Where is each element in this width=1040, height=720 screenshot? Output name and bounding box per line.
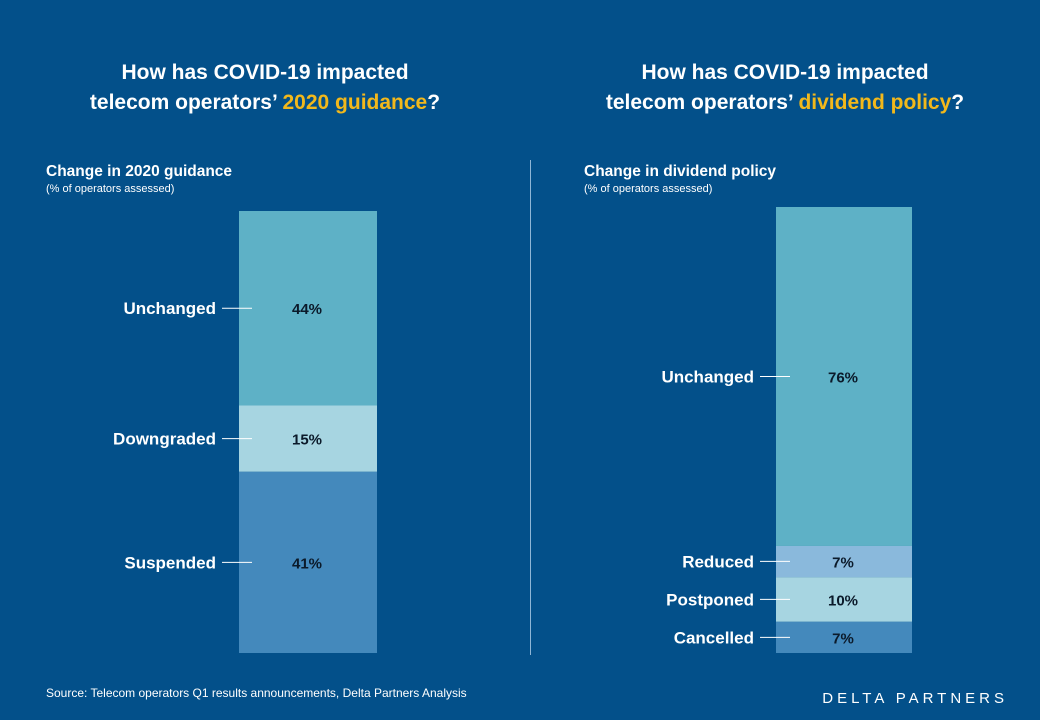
- dividend-bar-segment-reduced: [776, 545, 912, 578]
- dividend-value-label-unchanged: 76%: [828, 369, 858, 386]
- chart-note: (% of operators assessed): [584, 183, 713, 195]
- dividend-value-label-cancelled: 7%: [832, 630, 854, 647]
- guidance-panel: How has COVID-19 impacted telecom operat…: [0, 58, 530, 196]
- dividend-category-label-reduced: Reduced: [682, 552, 754, 571]
- guidance-subtitle-block: Change in 2020 guidance (% of operators …: [46, 162, 232, 196]
- guidance-category-label-downgraded: Downgraded: [113, 430, 216, 449]
- title-line-1: How has COVID-19 impacted: [121, 61, 409, 84]
- title-highlight: dividend policy: [798, 91, 952, 114]
- guidance-bar-segment-suspended: [239, 471, 377, 653]
- guidance-bar-segment-unchanged: [239, 211, 377, 406]
- title-line-2: telecom operators’ dividend policy?: [530, 88, 1040, 118]
- dividend-bar-segment-postponed: [776, 577, 912, 622]
- panel-divider: [530, 160, 531, 655]
- title-line-2: telecom operators’ 2020 guidance?: [0, 88, 530, 118]
- dividend-bar-segment-unchanged: [776, 207, 912, 546]
- delta-partners-logo: DELTA PARTNERS: [822, 690, 1008, 707]
- dividend-category-label-unchanged: Unchanged: [661, 367, 754, 386]
- guidance-panel-title: How has COVID-19 impacted telecom operat…: [0, 58, 530, 118]
- guidance-value-label-suspended: 41%: [292, 555, 322, 572]
- chart-subtitle: Change in dividend policy: [584, 163, 777, 180]
- title-line-2-post: ?: [951, 91, 965, 114]
- dividend-bar-segment-cancelled: [776, 621, 912, 653]
- title-line-1: How has COVID-19 impacted: [641, 61, 929, 84]
- guidance-value-label-downgraded: 15%: [292, 432, 322, 449]
- dividend-subtitle-block: Change in dividend policy (% of operator…: [584, 162, 776, 196]
- dividend-panel-title: How has COVID-19 impacted telecom operat…: [530, 58, 1040, 118]
- title-highlight: 2020 guidance: [282, 91, 428, 114]
- guidance-bar-segment-downgraded: [239, 405, 377, 472]
- source-note: Source: Telecom operators Q1 results ann…: [46, 686, 467, 700]
- dividend-value-label-reduced: 7%: [832, 554, 854, 571]
- dividend-panel: How has COVID-19 impacted telecom operat…: [530, 0, 1040, 720]
- guidance-category-label-unchanged: Unchanged: [123, 299, 216, 318]
- guidance-category-label-suspended: Suspended: [124, 553, 216, 572]
- dividend-category-label-postponed: Postponed: [666, 590, 754, 609]
- dividend-category-label-cancelled: Cancelled: [674, 628, 754, 647]
- dividend-value-label-postponed: 10%: [828, 592, 858, 609]
- title-line-2-post: ?: [427, 91, 441, 114]
- guidance-value-label-unchanged: 44%: [292, 301, 322, 318]
- chart-subtitle: Change in 2020 guidance: [46, 163, 233, 180]
- title-line-2-pre: telecom operators’: [89, 91, 283, 114]
- title-line-2-pre: telecom operators’: [605, 91, 799, 114]
- chart-note: (% of operators assessed): [46, 183, 175, 195]
